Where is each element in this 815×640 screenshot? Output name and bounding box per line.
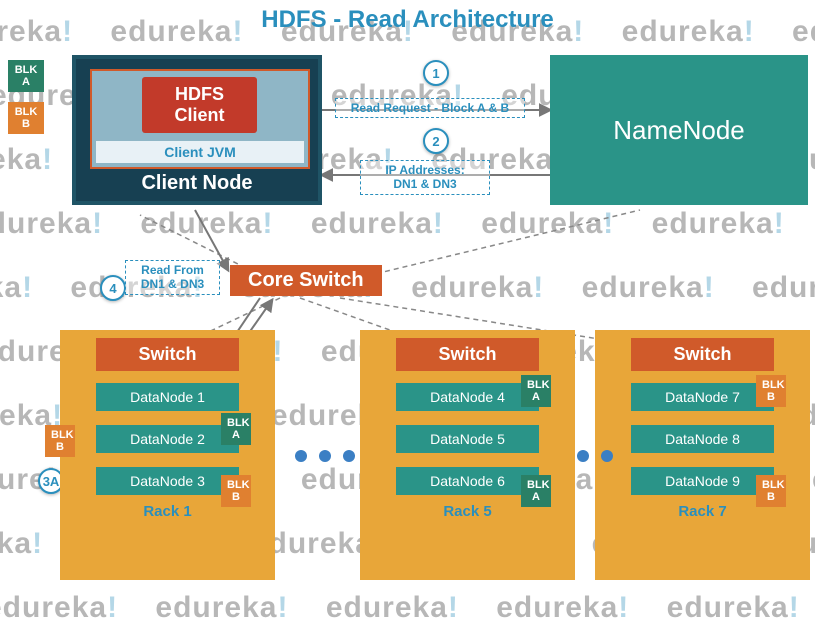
- datanode-3: DataNode 3 BLK B: [96, 467, 239, 495]
- datanode-label: DataNode 5: [430, 431, 505, 447]
- datanode-9: DataNode 9 BLK B: [631, 467, 774, 495]
- client-jvm: HDFS Client Client JVM: [90, 69, 310, 169]
- core-switch: Core Switch: [230, 265, 382, 296]
- blk-a-badge: BLK A: [8, 60, 44, 92]
- diagram-title: HDFS - Read Architecture: [0, 0, 815, 34]
- rack-7-switch: Switch: [631, 338, 774, 371]
- rack-5-switch: Switch: [396, 338, 539, 371]
- datanode-8: DataNode 8: [631, 425, 774, 453]
- datanode-1: DataNode 1: [96, 383, 239, 411]
- datanode-6: DataNode 6 BLK A: [396, 467, 539, 495]
- datanode-5: DataNode 5: [396, 425, 539, 453]
- namenode: NameNode: [550, 55, 808, 205]
- datanode-label: DataNode 6: [430, 473, 505, 489]
- step-4-circle: 4: [100, 275, 126, 301]
- datanode-label: DataNode 8: [665, 431, 740, 447]
- blk-b-dn7: BLK B: [756, 375, 786, 407]
- blk-b-badge: BLK B: [8, 102, 44, 134]
- datanode-label: DataNode 9: [665, 473, 740, 489]
- datanode-label: DataNode 7: [665, 389, 740, 405]
- rack-7: Switch DataNode 7 BLK B DataNode 8 DataN…: [595, 330, 810, 580]
- step-2-circle: 2: [423, 128, 449, 154]
- hdfs-client: HDFS Client: [142, 77, 257, 133]
- blk-a-dn4: BLK A: [521, 375, 551, 407]
- client-node: HDFS Client Client JVM Client Node: [72, 55, 322, 205]
- read-request-label: Read Request - Block A & B: [335, 98, 525, 118]
- ip-addresses-label: IP Addresses: DN1 & DN3: [360, 160, 490, 195]
- blk-b-dn9: BLK B: [756, 475, 786, 507]
- datanode-7: DataNode 7 BLK B: [631, 383, 774, 411]
- blk-a-dn2: BLK A: [221, 413, 251, 445]
- datanode-4: DataNode 4 BLK A: [396, 383, 539, 411]
- datanode-label: DataNode 1: [130, 389, 205, 405]
- datanode-label: DataNode 3: [130, 473, 205, 489]
- client-jvm-label: Client JVM: [96, 141, 304, 163]
- blk-a-dn6: BLK A: [521, 475, 551, 507]
- step-1-circle: 1: [423, 60, 449, 86]
- client-node-label: Client Node: [76, 172, 318, 195]
- datanode-label: DataNode 2: [130, 431, 205, 447]
- blk-b-dn3: BLK B: [221, 475, 251, 507]
- rack-1: Switch DataNode 1 DataNode 2 BLK A DataN…: [60, 330, 275, 580]
- read-from-label: Read From DN1 & DN3: [125, 260, 220, 295]
- blk-b-flow: BLK B: [45, 425, 75, 457]
- rack-5: Switch DataNode 4 BLK A DataNode 5 DataN…: [360, 330, 575, 580]
- rack-separator-1: [295, 450, 355, 462]
- rack-separator-2: [577, 450, 613, 462]
- datanode-2: DataNode 2 BLK A: [96, 425, 239, 453]
- rack-1-switch: Switch: [96, 338, 239, 371]
- datanode-label: DataNode 4: [430, 389, 505, 405]
